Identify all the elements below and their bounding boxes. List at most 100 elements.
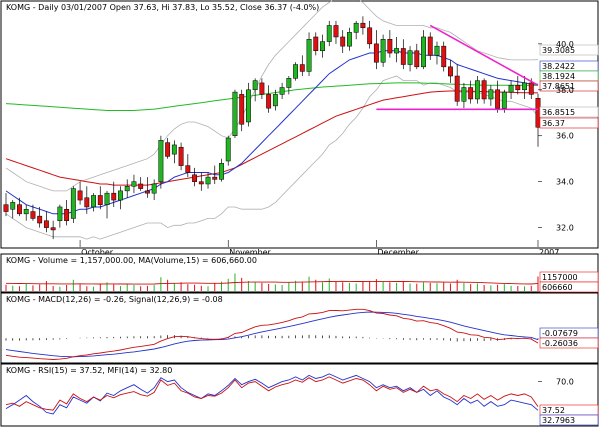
candle-body-40 [272, 94, 278, 107]
candle-body-17 [118, 190, 123, 201]
volume-tag-1: 606660 [542, 283, 573, 292]
candle-body-3 [23, 208, 29, 215]
price-tag-0: 39.3085 [542, 46, 575, 55]
candle-body-42 [286, 78, 292, 88]
price-tag-0-box [539, 44, 599, 56]
macd-tag-1-box [539, 337, 599, 349]
candle-body-64 [434, 45, 440, 56]
candle-body-77 [522, 82, 527, 91]
price-tag-4: 36.8515 [542, 108, 575, 117]
candle-body-54 [367, 27, 373, 45]
candle-body-11 [77, 190, 83, 201]
macd-panel: KOMG - MACD(12,26) = -0.26, Signal(12,26… [0, 292, 599, 364]
candle-body-1 [10, 202, 16, 210]
candle-body-52 [353, 22, 359, 33]
candle-body-50 [340, 36, 346, 47]
volume-tag-0: 1157000 [542, 273, 578, 282]
candle-body-36 [245, 89, 251, 123]
candle-body-71 [481, 80, 487, 100]
price-tag-4-box [539, 106, 599, 118]
candle-body-8 [57, 206, 63, 221]
candle-body-57 [387, 39, 393, 54]
candle-body-51 [347, 32, 352, 47]
candle-body-32 [219, 163, 224, 180]
candle-body-69 [468, 87, 474, 100]
bollinger-upper-line [5, 0, 539, 192]
candle-body-67 [454, 75, 460, 102]
candle-body-16 [111, 192, 117, 201]
candle-body-18 [124, 186, 130, 192]
candle-body-59 [400, 48, 406, 65]
candle-body-21 [144, 190, 150, 194]
candle-body-35 [239, 94, 245, 125]
candle-body-79 [535, 98, 541, 128]
price-plot-area: October November December 2007 39.3085 38.242… [3, 0, 599, 257]
price-tag-3-box [539, 80, 599, 92]
macd-tag-0: -0.07679 [542, 329, 578, 338]
candle-body-2 [17, 204, 22, 215]
trendline-upper [429, 24, 539, 86]
rsi-tag-1-box [539, 414, 599, 426]
candle-body-4 [30, 211, 36, 219]
candle-body-60 [407, 50, 413, 65]
candle-body-25 [171, 144, 177, 155]
macd-panel-frame [0, 292, 599, 364]
candle-body-19 [131, 181, 137, 187]
price-tag-1: 38.2422 [542, 62, 575, 71]
rsi-tag-1: 32.7963 [542, 416, 575, 425]
candle-body-13 [91, 195, 96, 208]
price-axis-label-4: 40.0 [556, 40, 574, 49]
candle-body-55 [373, 43, 379, 63]
candle-body-44 [299, 64, 305, 72]
candle-body-24 [165, 142, 171, 157]
candle-body-76 [515, 84, 521, 91]
candle-body-5 [37, 215, 43, 224]
x-axis-label-2: December [377, 248, 419, 257]
candle-body-75 [508, 84, 514, 93]
volume-ma-line [5, 280, 539, 285]
price-axis-label-2: 36.0 [556, 132, 574, 141]
candle-body-10 [70, 188, 76, 219]
candle-body-65 [441, 45, 447, 68]
candle-body-73 [495, 89, 501, 109]
rsi-tag-0: 37.52 [542, 406, 565, 415]
candle-body-41 [279, 87, 285, 95]
candle-body-30 [205, 176, 211, 185]
candle-body-43 [293, 64, 299, 79]
rsi-panel-title: KOMG - RSI(15) = 37.52, MFI(14) = 32.80 [6, 366, 172, 375]
candle-body-56 [380, 39, 386, 63]
ma-mid-line [5, 90, 539, 186]
candle-body-27 [185, 165, 191, 173]
candle-body-15 [104, 192, 110, 205]
candle-body-63 [427, 36, 433, 56]
candle-body-38 [259, 82, 265, 95]
rsi-panel: KOMG - RSI(15) = 37.52, MFI(14) = 32.80 … [0, 363, 599, 427]
bollinger-lower-line [5, 75, 539, 240]
candle-body-34 [232, 91, 238, 136]
price-tag-5-box [539, 117, 599, 129]
candle-body-74 [501, 91, 507, 109]
volume-panel-title: KOMG - Volume = 1,157,000.00, MA(Volume,… [6, 256, 257, 265]
candle-body-22 [151, 183, 157, 194]
macd-panel-title: KOMG - MACD(12,26) = -0.26, Signal(12,26… [6, 295, 223, 304]
candle-body-45 [306, 39, 312, 72]
candle-body-53 [360, 22, 366, 29]
macd-line [5, 308, 539, 360]
price-axis-label-0: 32.0 [556, 224, 574, 233]
candle-body-7 [50, 227, 56, 231]
macd-tag-1: -0.26036 [542, 339, 578, 348]
candle-body-29 [198, 181, 204, 185]
price-tag-5: 36.37 [542, 119, 565, 128]
candle-body-47 [320, 41, 325, 52]
price-axis-label-1: 34.0 [556, 178, 574, 187]
volume-tag-1-box [539, 281, 599, 293]
candle-body-28 [192, 174, 197, 182]
volume-panel: KOMG - Volume = 1,157,000.00, MA(Volume,… [0, 253, 599, 293]
candle-body-48 [326, 25, 332, 42]
x-axis-label-1: November [229, 248, 271, 257]
price-panel: KOMG - Daily 03/01/2007 Open 37.63, Hi 3… [0, 0, 599, 257]
candle-body-70 [474, 80, 480, 100]
price-panel-title: KOMG - Daily 03/01/2007 Open 37.63, Hi 3… [6, 3, 319, 12]
